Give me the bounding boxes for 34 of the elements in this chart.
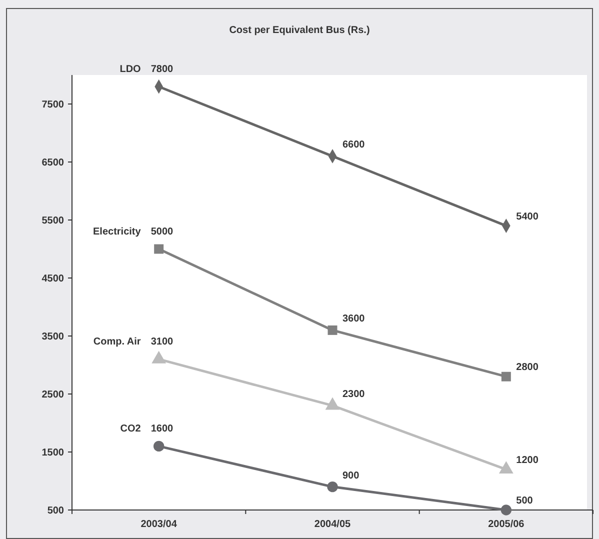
y-tick-label: 2500 <box>42 390 64 400</box>
series-label: LDO <box>120 64 142 76</box>
x-tick-label: 2003/04 <box>140 519 178 530</box>
point <box>153 440 164 452</box>
data-label: 7800 <box>150 64 174 76</box>
y-tick-label: 4500 <box>42 274 64 284</box>
series-label: CO2 <box>120 424 142 435</box>
data-label: 900 <box>342 470 360 482</box>
data-label: 6600 <box>342 140 366 151</box>
point <box>500 504 512 516</box>
data-label: 500 <box>516 496 534 506</box>
x-tick-label: 2005/06 <box>488 519 525 530</box>
data-label: 1600 <box>150 424 174 435</box>
point <box>327 481 338 492</box>
data-label: 2300 <box>342 389 366 400</box>
series-label: Comp. Air <box>93 336 141 348</box>
y-tick-label: 500 <box>47 506 64 516</box>
y-tick-label: 6500 <box>42 158 64 168</box>
y-tick-label: 5500 <box>42 216 64 226</box>
data-label: 1200 <box>516 454 539 466</box>
y-tick-label: 3500 <box>42 332 64 342</box>
data-label: 3100 <box>150 336 174 348</box>
point <box>501 372 511 382</box>
x-tick-label: 2004/05 <box>314 519 352 530</box>
point <box>154 244 164 254</box>
y-tick-label: 1500 <box>42 448 64 458</box>
point <box>328 325 338 335</box>
data-label: 2800 <box>516 362 539 374</box>
y-tick-label: 7500 <box>42 100 64 110</box>
series-label: Electricity <box>93 226 142 238</box>
data-label: 5400 <box>516 211 539 222</box>
data-label: 3600 <box>342 314 366 325</box>
data-label: 5000 <box>150 226 174 238</box>
chart-title: Cost per Equivalent Bus (Rs.) <box>229 25 370 36</box>
